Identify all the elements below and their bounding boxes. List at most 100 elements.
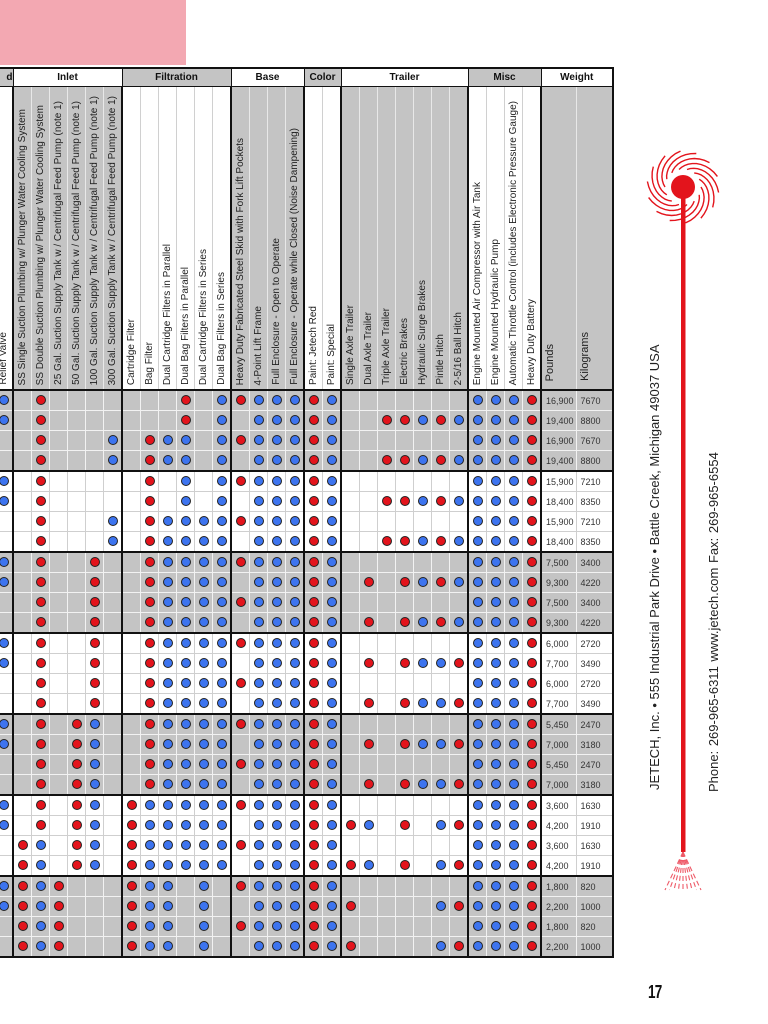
option-cell <box>85 410 104 431</box>
option-cell <box>285 693 305 715</box>
option-cell <box>0 794 14 816</box>
option-cell <box>431 410 450 431</box>
standard-dot-icon <box>308 577 319 588</box>
optional-dot-icon <box>289 435 300 446</box>
option-cell <box>303 896 323 917</box>
column-label: Heavy Duty Fabricated Steel Skid with Fo… <box>230 86 250 391</box>
option-cell <box>522 794 542 816</box>
option-cell <box>267 754 286 775</box>
standard-dot-icon <box>308 901 319 912</box>
option-cell <box>267 875 286 897</box>
option-cell <box>121 572 141 593</box>
option-cell <box>176 572 195 593</box>
standard-dot-icon <box>17 840 28 851</box>
option-cell <box>212 693 232 715</box>
option-cell <box>267 794 286 816</box>
option-cell <box>212 531 232 553</box>
optional-dot-icon <box>490 455 501 466</box>
option-cell <box>522 815 542 836</box>
optional-dot-icon <box>35 881 46 892</box>
option-cell <box>340 572 360 593</box>
option-cell <box>449 491 469 512</box>
standard-dot-icon <box>35 698 46 709</box>
optional-dot-icon <box>0 881 9 892</box>
option-cell <box>212 815 232 836</box>
option-cell <box>121 754 141 775</box>
weight-pounds: 7,000 <box>540 734 577 755</box>
option-cell <box>103 470 123 492</box>
option-cell <box>467 390 487 411</box>
option-cell <box>522 754 542 775</box>
option-cell <box>486 713 505 735</box>
standard-dot-icon <box>144 617 155 628</box>
standard-dot-icon <box>17 941 28 952</box>
option-cell <box>158 612 177 634</box>
option-cell <box>31 653 50 674</box>
option-cell <box>285 511 305 532</box>
standard-dot-icon <box>526 779 537 790</box>
option-cell <box>12 531 32 553</box>
option-cell <box>140 390 159 411</box>
option-cell <box>140 531 159 553</box>
option-cell <box>413 653 432 674</box>
option-cell <box>395 450 414 472</box>
option-cell <box>303 572 323 593</box>
option-cell <box>249 612 268 634</box>
option-cell <box>85 774 104 796</box>
optional-dot-icon <box>89 759 100 770</box>
standard-dot-icon <box>35 638 46 649</box>
option-cell <box>103 390 123 411</box>
option-cell <box>85 875 104 897</box>
table-row: 18,400 8350 <box>0 491 614 512</box>
option-cell <box>0 551 14 573</box>
option-cell <box>359 835 378 856</box>
option-cell <box>0 491 14 512</box>
option-cell <box>121 470 141 492</box>
option-cell <box>413 410 432 431</box>
option-cell <box>67 875 86 897</box>
optional-dot-icon <box>508 476 519 487</box>
standard-dot-icon <box>144 435 155 446</box>
weight-kg: 1000 <box>576 896 614 917</box>
option-cell <box>303 815 323 836</box>
optional-dot-icon <box>0 901 9 912</box>
optional-dot-icon <box>472 395 483 406</box>
option-cell <box>267 572 286 593</box>
optional-dot-icon <box>162 435 173 446</box>
option-cell <box>413 896 432 917</box>
option-cell <box>377 511 396 532</box>
option-cell <box>522 875 542 897</box>
option-cell <box>194 815 213 836</box>
standard-dot-icon <box>235 719 246 730</box>
optional-dot-icon <box>180 455 191 466</box>
option-cell <box>467 430 487 451</box>
option-cell <box>85 632 104 654</box>
standard-dot-icon <box>89 658 100 669</box>
option-cell <box>267 410 286 431</box>
option-cell <box>49 572 68 593</box>
standard-dot-icon <box>89 678 100 689</box>
option-cell <box>449 774 469 796</box>
standard-dot-icon <box>399 496 410 507</box>
optional-dot-icon <box>162 516 173 527</box>
option-cell <box>49 875 68 897</box>
option-cell <box>249 430 268 451</box>
option-cell <box>449 572 469 593</box>
option-cell <box>486 673 505 694</box>
option-cell <box>504 410 523 431</box>
option-cell <box>249 390 268 411</box>
optional-dot-icon <box>216 577 227 588</box>
option-cell <box>522 592 542 613</box>
option-cell <box>140 612 159 634</box>
option-cell <box>267 693 286 715</box>
option-cell <box>140 875 159 897</box>
option-cell <box>504 653 523 674</box>
optional-dot-icon <box>472 698 483 709</box>
option-cell <box>176 390 195 411</box>
option-cell <box>140 410 159 431</box>
option-cell <box>140 551 159 573</box>
option-cell <box>158 875 177 897</box>
optional-dot-icon <box>89 739 100 750</box>
optional-dot-icon <box>326 496 337 507</box>
option-cell <box>504 794 523 816</box>
